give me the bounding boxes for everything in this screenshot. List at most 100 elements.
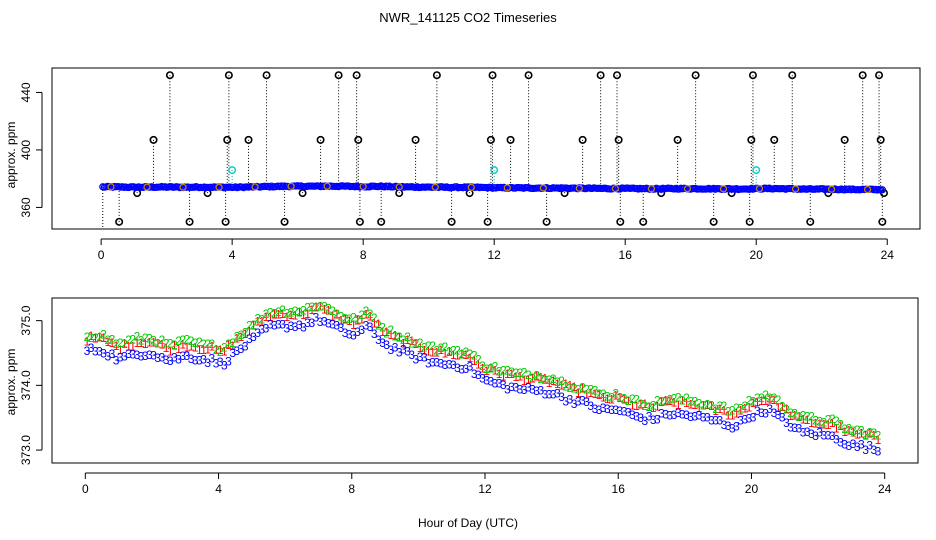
series-2-point: 2 [712, 402, 719, 416]
series-1-point: 1 [250, 318, 257, 332]
series-2-point: 2 [271, 307, 278, 321]
series-3-point: 3 [546, 387, 553, 401]
series-2-point: 2 [746, 394, 753, 408]
series-1-point: 1 [775, 401, 782, 415]
series-3-point: 3 [417, 350, 424, 364]
series-2-point: 2 [662, 395, 669, 409]
accent-point [323, 182, 331, 190]
spike-point [377, 217, 386, 226]
series-3-point: 3 [296, 318, 303, 332]
series-3-point: 3 [142, 349, 149, 363]
series-2-point: 2 [758, 391, 765, 405]
series-3-point: 3 [512, 381, 519, 395]
series-2-point: 2 [687, 395, 694, 409]
series-2-point: 2 [321, 300, 328, 314]
series-2-point: 2 [238, 328, 245, 342]
top-y-axis: 360 400 440 [19, 82, 43, 217]
bottom-x-tick-label: 0 [82, 482, 89, 496]
spike-point [115, 217, 124, 226]
series-2-point: 2 [454, 343, 461, 357]
series-2-point: 2 [134, 330, 141, 344]
series-1-point: 1 [837, 419, 844, 433]
series-3-point: 3 [683, 408, 690, 422]
series-2-point: 2 [213, 343, 220, 357]
series-2-point: 2 [117, 336, 124, 350]
series-3-point: 3 [483, 373, 490, 387]
series-2-point: 2 [592, 383, 599, 397]
series-1-point: 1 [633, 399, 640, 413]
series-2-point: 2 [617, 391, 624, 405]
series-2-point: 2 [571, 382, 578, 396]
series-3-point: 3 [121, 350, 128, 364]
series-2-point: 2 [533, 369, 540, 383]
series-2-point: 2 [154, 337, 161, 351]
series-1-point: 1 [338, 314, 345, 328]
series-1-point: 1 [733, 406, 740, 420]
series-3-point: 3 [816, 426, 823, 440]
series-2-point: 2 [333, 307, 340, 321]
series-1-point: 1 [458, 347, 465, 361]
series-1-point: 1 [188, 340, 195, 354]
series-2-point: 2 [871, 426, 878, 440]
series-2-point: 2 [342, 311, 349, 325]
series-3-point: 3 [429, 355, 436, 369]
series-3-point: 3 [113, 353, 120, 367]
series-2-point: 2 [683, 391, 690, 405]
series-1-point: 1 [600, 390, 607, 404]
top-x-tick-label: 20 [750, 248, 764, 262]
series-3-point: 3 [675, 406, 682, 420]
series-3-point: 3 [716, 413, 723, 427]
series-3-point: 3 [433, 356, 440, 370]
series-3-point: 3 [733, 419, 740, 433]
series-1-point: 1 [708, 399, 715, 413]
series-1-point: 1 [829, 416, 836, 430]
series-1-point: 1 [512, 370, 519, 384]
series-3-point: 3 [454, 361, 461, 375]
series-1-point: 1 [571, 380, 578, 394]
top-x-tick-label: 4 [229, 248, 236, 262]
series-2-point: 2 [737, 401, 744, 415]
series-3-point: 3 [354, 325, 361, 339]
spike-point [334, 71, 343, 80]
series-2-point: 2 [575, 382, 582, 396]
series-2-point: 2 [421, 341, 428, 355]
series-1-point: 1 [246, 324, 253, 338]
top-x-tick-label: 12 [488, 248, 502, 262]
series-2-point: 2 [650, 398, 657, 412]
series-2-point: 2 [254, 312, 261, 326]
series-3-point: 3 [571, 397, 578, 411]
series-1-point: 1 [84, 334, 91, 348]
series-1-point: 1 [521, 374, 528, 388]
series-2-point: 2 [109, 333, 116, 347]
series-2-point: 2 [604, 390, 611, 404]
series-3-point: 3 [258, 323, 265, 337]
series-3-point: 3 [808, 427, 815, 441]
series-2-point: 2 [163, 336, 170, 350]
series-1-point: 1 [379, 325, 386, 339]
top-x-axis: 0 4 8 12 16 20 24 [98, 238, 894, 262]
series-1-point: 1 [766, 392, 773, 406]
series-2-point: 2 [587, 382, 594, 396]
series-3-point: 3 [167, 354, 174, 368]
series-2-point: 2 [300, 303, 307, 317]
series-1-point: 1 [483, 364, 490, 378]
series-1-point: 1 [650, 401, 657, 415]
series-3-point: 3 [92, 345, 99, 359]
spike-point [709, 217, 718, 226]
series-3-point: 3 [558, 390, 565, 404]
series-2-point: 2 [841, 422, 848, 436]
series-2-point: 2 [438, 341, 445, 355]
bottom-plot-frame [51, 297, 919, 464]
series-1-point: 1 [608, 393, 615, 407]
series-3-point: 3 [554, 386, 561, 400]
series-1-point: 1 [691, 398, 698, 412]
series-3-point: 3 [358, 323, 365, 337]
series-3-point: 3 [300, 321, 307, 335]
series-2-point: 2 [396, 330, 403, 344]
series-3-point: 3 [775, 408, 782, 422]
series-1-point: 1 [438, 343, 445, 357]
series-3-point: 3 [188, 352, 195, 366]
series-2-point: 2 [583, 383, 590, 397]
spike-point [639, 217, 648, 226]
accent-point [395, 183, 403, 191]
